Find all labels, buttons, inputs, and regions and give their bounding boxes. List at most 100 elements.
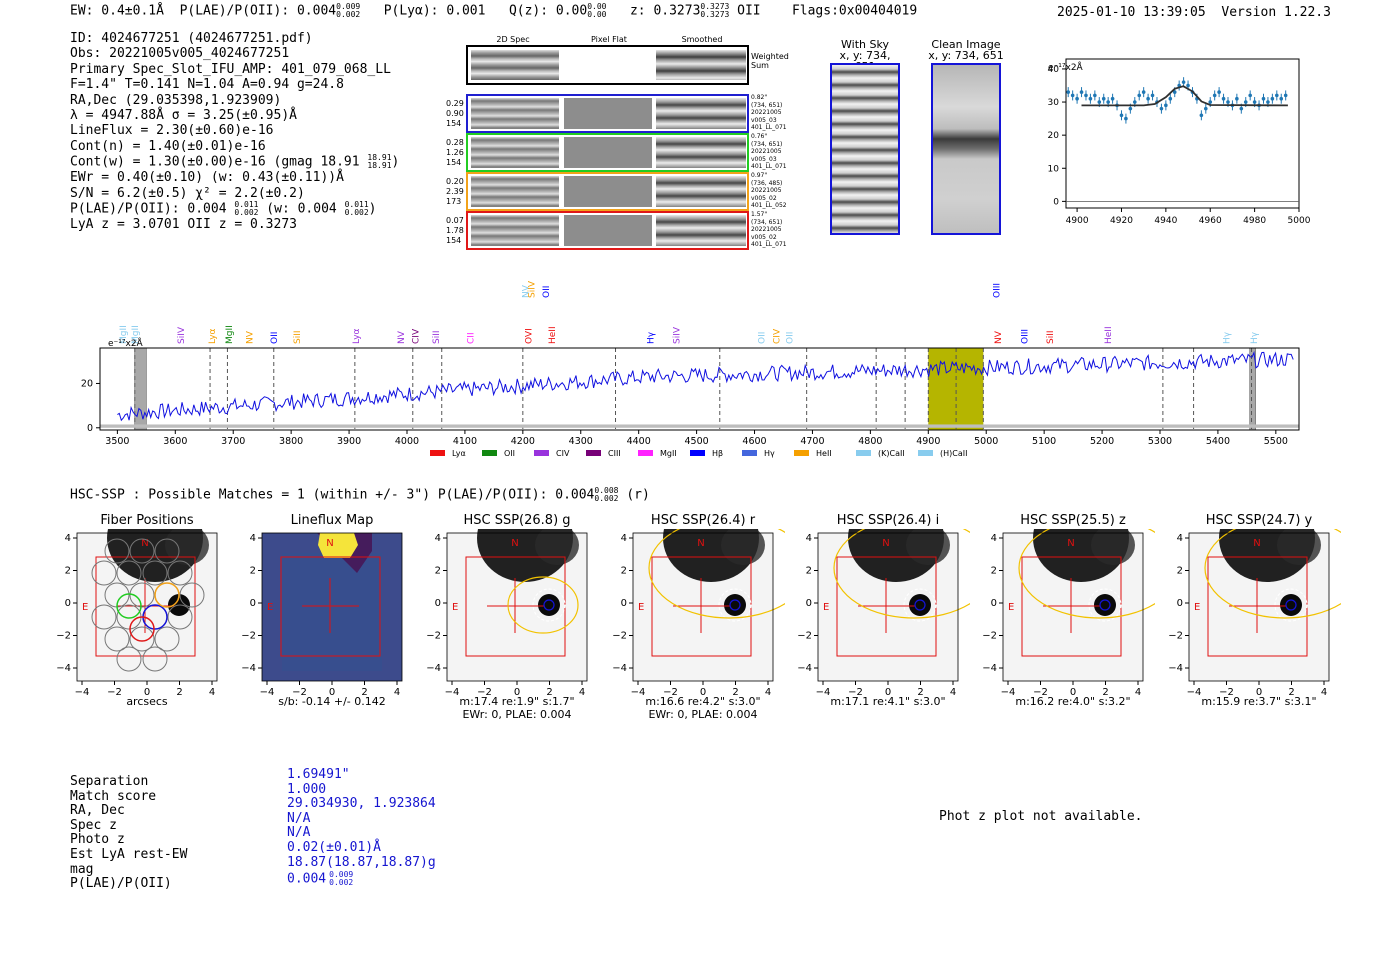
fiber-circle [129,626,155,652]
info-fparams: F=1.4" T=0.141 N=1.04 A=0.94 g=24.8 [70,77,344,93]
compass-north: N [1067,538,1074,549]
zoom-data-point [1204,106,1208,111]
full-line-marker-label: MgII [225,325,235,344]
full-line-marker-label: SiIV [528,280,538,298]
aperture-ellipse-dashed [718,588,752,622]
full-x-tick-label: 5400 [1206,436,1230,447]
compass-north: N [1253,538,1260,549]
full-x-tick-label: 5200 [1090,436,1114,447]
fiber-circle [142,646,168,672]
legend-label: Hβ [712,449,723,458]
cutout-caption: m:15.9 re:3.7" s:3.1" [1201,695,1317,708]
spectra-row-2d [471,98,559,129]
fiber-circle [116,560,142,586]
zoom-data-point [1235,96,1239,101]
header-line: EW: 0.4±0.1Å P(LAE)/P(OII): 0.004 0.009 0.… [70,3,917,19]
fiber-circle [142,560,168,586]
legend-label: HeII [816,449,832,458]
zoom-x-tick-label: 5000 [1288,216,1310,226]
fiber-circle [116,646,142,672]
cutout-y-tick-label: −4 [612,663,627,674]
spectra-row-right-value: 0.76" [751,133,768,140]
clean-image-xy: x, y: 734, 651 [928,49,1004,62]
header-plae-lo: 0.002 [336,10,361,19]
zoom-y-tick-label: 40 [1048,65,1060,75]
cutout-image: N E −4 4 −2 2 0 0 2 −2 4 −4 [797,529,970,698]
zoom-fit-chart: e⁻¹⁷x2Å 4900 4920 4940 4960 4980 5000 0 10 20 30 4… [1048,58,1310,226]
info-contw: Cont(w) = 1.30(±0.00)e-16 (gmag 18.91 18… [70,154,399,170]
target-source [538,594,560,616]
cutout-x-tick-label: 4 [209,687,215,698]
full-ylabel: e⁻¹⁷x2Å [108,337,144,349]
zoom-data-point [1208,100,1213,104]
header-qz-lo: 0.00 [587,10,607,19]
cutout-x-tick-label: 4 [950,687,956,698]
header-ew: EW: 0.4±0.1Å [70,3,164,19]
weighted-sum-label: Weighted Sum [751,52,789,70]
full-line-marker-label: NV [522,284,532,298]
aperture-ellipse-dashed [532,588,566,622]
spectra-row-right-value: 1.57" [751,211,768,218]
full-line-marker-label: OIII [1020,329,1030,344]
cutout-y-tick-label: 2 [435,566,441,577]
spectra-row-right-value: 20221005 [751,109,782,117]
header-z-lo: 0.3273 [700,10,730,19]
cutout-title: Lineflux Map [290,513,374,528]
cutout-title: HSC SSP(26.4) i [836,513,940,528]
match-plae-hi: 0.009 [329,870,354,880]
match-value: 1.69491" [287,767,350,782]
cutout-x-tick-label: −4 [75,687,90,698]
cutout-y-tick-label: 2 [991,566,997,577]
zoom-fit-curve [1081,85,1288,107]
spectra-row-left-value: 154 [446,236,462,245]
spectra-row-smoothed [656,98,746,129]
cutout-x-tick-label: −4 [816,687,831,698]
zoom-data-point [1141,90,1146,94]
cutout-y-tick-label: 0 [435,598,441,609]
match-label: Match score [70,788,157,804]
zoom-data-point [1181,80,1186,84]
spectra-row-left-labels: 0.28 1.26 154 [446,138,464,168]
info-lambda: λ = 4947.88Å σ = 3.25(±0.95)Å [70,108,297,124]
spectra-row [466,211,749,250]
cutout-x-tick-label: −4 [1001,687,1016,698]
spectra-row-right-labels: 0.76" (734, 651) 20221005 v005_03 401_LL_071 [751,133,796,171]
info-plae-lo: 0.002 [234,208,259,218]
phot-z-message: Phot z plot not available. [939,809,1143,824]
full-highlight-band [928,348,984,430]
spectra-row-left-value: 154 [446,158,462,167]
cutout-title: HSC SSP(26.8) g [463,513,571,528]
info-lineflux: LineFlux = 2.30(±0.60)e-16 [70,123,274,139]
full-x-tick-label: 5000 [974,436,998,447]
hsc-heading: HSC-SSP : Possible Matches = 1 (within +… [70,487,650,503]
compass-east: E [1194,602,1200,613]
cutout-caption: m:16.2 re:4.0" s:3.2" [1015,695,1131,708]
cutout-x-tick-label: 0 [144,687,150,698]
info-contw-close: ) [391,154,400,170]
full-x-tick-label: 3900 [337,436,361,447]
compass-north: N [511,538,518,549]
zoom-data-point [1093,93,1097,98]
full-x-tick-label: 5100 [1032,436,1056,447]
match-value: 1.000 [287,781,327,797]
cutout-x-tick-label: 2 [1102,687,1108,698]
spectra-row-right-value: v005_03 [751,155,777,163]
cutout-x-tick-label: 4 [1321,687,1327,698]
legend-label: Lyα [452,449,466,458]
legend-swatch [482,450,497,456]
spectra-row-smoothed [656,137,746,168]
full-x-tick-label: 4100 [453,436,477,447]
full-line-marker-label: OIII [993,283,1003,298]
cutout-image: N E −4 4 −2 2 0 0 2 −2 4 −4 [426,529,588,698]
col-header-pixelflat: Pixel Flat [591,35,627,44]
legend-label: Hγ [764,449,775,458]
cutout-x-tick-label: 2 [361,687,367,698]
fiber-circle [179,582,205,608]
cutout-y-tick-label: 0 [1177,598,1183,609]
cutout-y-tick-label: 4 [991,533,997,544]
zoom-data-point [1243,100,1248,104]
aperture-ellipse-dashed [1274,588,1308,622]
target-source [1094,594,1116,616]
full-y-tick-label: 0 [87,423,93,434]
cutout-y-tick-label: 2 [806,566,812,577]
